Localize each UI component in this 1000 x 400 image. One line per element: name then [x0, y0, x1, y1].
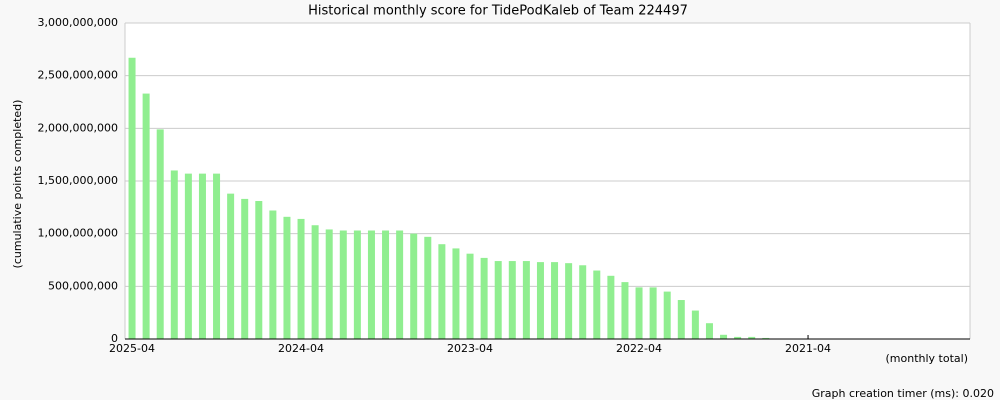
bar	[283, 216, 291, 339]
y-tick-label: 3,000,000,000	[38, 16, 118, 29]
x-tick-label: 2025-04	[109, 342, 155, 355]
bar	[508, 261, 516, 339]
bar	[565, 263, 573, 339]
bar	[649, 287, 657, 339]
bar	[452, 248, 460, 339]
x-axis-label: (monthly total)	[886, 352, 969, 365]
bar	[762, 337, 770, 339]
bar	[621, 282, 629, 339]
bar	[142, 93, 150, 339]
bar	[170, 170, 178, 339]
bar	[339, 230, 347, 339]
y-tick-label: 0	[111, 332, 118, 345]
bar	[494, 261, 502, 339]
bar	[691, 310, 699, 339]
bar	[677, 300, 685, 339]
x-tick-label: 2023-04	[447, 342, 493, 355]
y-tick-label: 2,500,000,000	[38, 69, 118, 82]
bar	[255, 201, 263, 339]
bar	[536, 262, 544, 339]
bar	[311, 225, 319, 339]
bar	[480, 257, 488, 339]
bar	[353, 230, 361, 339]
bar	[297, 218, 305, 339]
bar	[522, 261, 530, 339]
footer: Graph creation timer (ms): 0.020	[812, 387, 994, 400]
bar	[198, 173, 206, 339]
bar	[635, 287, 643, 339]
bar	[382, 230, 390, 339]
bar	[367, 230, 375, 339]
bar	[410, 233, 418, 339]
bar	[705, 323, 713, 339]
bar	[128, 57, 136, 339]
x-tick-label: 2022-04	[616, 342, 662, 355]
bar	[734, 336, 742, 339]
y-tick-label: 1,000,000,000	[38, 227, 118, 240]
bar	[438, 244, 446, 339]
bar	[269, 210, 277, 339]
bar	[551, 262, 559, 339]
bar	[748, 336, 756, 339]
bar	[579, 265, 587, 339]
bar	[213, 173, 221, 339]
bar	[227, 193, 235, 339]
y-axis-label: (cumulative points completed)	[11, 100, 24, 269]
bar	[184, 173, 192, 339]
bar	[156, 129, 164, 339]
bar	[593, 270, 601, 339]
bar	[663, 291, 671, 339]
y-tick-label: 1,500,000,000	[38, 174, 118, 187]
x-tick-label: 2024-04	[278, 342, 324, 355]
y-tick-label: 2,000,000,000	[38, 121, 118, 134]
x-tick-label: 2021-04	[785, 342, 831, 355]
bar	[466, 253, 474, 339]
bar	[424, 236, 432, 339]
chart-title: Historical monthly score for TidePodKale…	[308, 4, 688, 19]
bar	[720, 334, 728, 339]
y-tick-label: 500,000,000	[48, 279, 118, 292]
bar	[241, 198, 249, 339]
bar	[607, 275, 615, 339]
bar	[325, 229, 333, 339]
bar	[396, 230, 404, 339]
